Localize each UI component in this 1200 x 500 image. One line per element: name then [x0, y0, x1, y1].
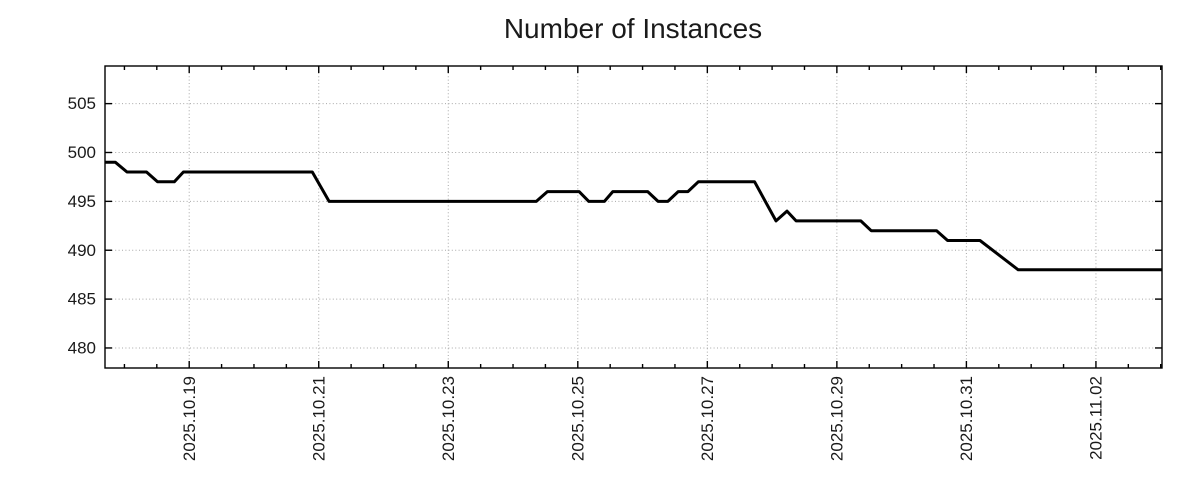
x-tick-label: 2025.10.23 — [439, 376, 458, 461]
x-tick-label: 2025.10.29 — [827, 376, 846, 461]
grid-lines — [105, 66, 1162, 368]
x-tick-label: 2025.10.25 — [568, 376, 587, 461]
x-tick-label: 2025.10.21 — [309, 376, 328, 461]
data-series — [105, 160, 1162, 272]
axis-labels: 480 485 490 495 500 505 2025.10.19 2025.10.21 20… — [68, 94, 1106, 461]
data-line-instances — [105, 160, 1162, 272]
x-tick-label: 2025.10.19 — [180, 376, 199, 461]
y-tick-label: 495 — [68, 192, 96, 211]
y-tick-label: 505 — [68, 94, 96, 113]
y-tick-label: 485 — [68, 290, 96, 309]
chart-title: Number of Instances — [504, 13, 762, 44]
plot-border — [104, 65, 1163, 369]
y-tick-label: 490 — [68, 241, 96, 260]
x-tick-label: 2025.10.27 — [698, 376, 717, 461]
y-tick-label: 480 — [68, 339, 96, 358]
x-tick-label: 2025.11.02 — [1087, 376, 1106, 460]
x-tick-label: 2025.10.31 — [957, 376, 976, 461]
axis-ticks — [105, 66, 1162, 368]
y-tick-label: 500 — [68, 143, 96, 162]
